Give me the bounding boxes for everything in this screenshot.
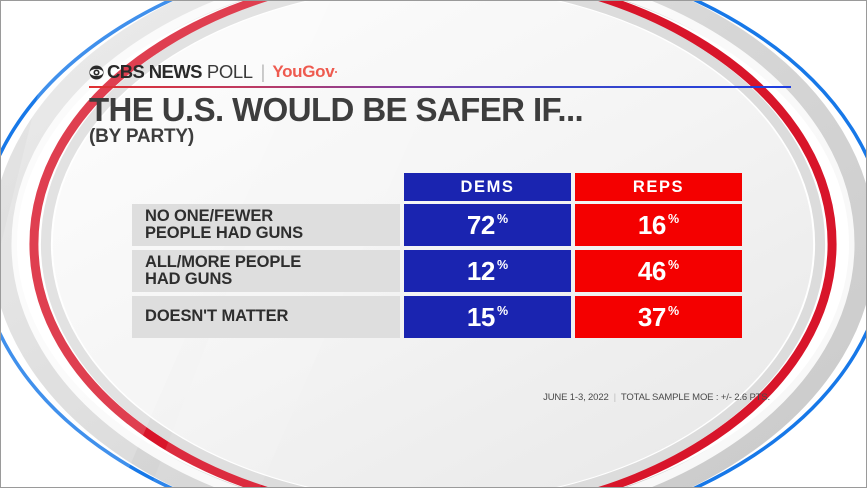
value-rep-row2: 46 % xyxy=(575,250,742,292)
value-rep-row1: 16 % xyxy=(575,204,742,246)
percent-symbol: % xyxy=(668,258,680,272)
table-row: ALL/MORE PEOPLE HAD GUNS 12 % 46 % xyxy=(132,250,742,292)
row-label-line1: DOESN'T MATTER xyxy=(145,307,289,326)
column-header-dems: DEMS xyxy=(404,173,571,201)
value-dem-row3: 15 % xyxy=(404,296,571,338)
brand-separator: | xyxy=(260,61,266,82)
frame-red-arc xyxy=(29,1,837,487)
row-label-doesnt-matter: DOESN'T MATTER xyxy=(132,296,400,338)
value-number: 37 xyxy=(637,302,667,332)
percent-symbol: % xyxy=(497,212,509,226)
yougov-label: YouGov xyxy=(272,62,335,81)
row-label-line1: NO ONE/FEWER xyxy=(145,206,274,225)
percent-symbol: % xyxy=(497,258,509,272)
percent-symbol: % xyxy=(668,304,680,318)
table-row: DOESN'T MATTER 15 % 37 % xyxy=(132,296,742,338)
poll-date: JUNE 1-3, 2022 xyxy=(543,392,609,403)
row-label-no-one-fewer: NO ONE/FEWER PEOPLE HAD GUNS xyxy=(132,204,400,246)
footer-separator: | xyxy=(613,392,617,403)
header-divider xyxy=(89,86,791,88)
table-row: NO ONE/FEWER PEOPLE HAD GUNS 72 % 16 % xyxy=(132,204,742,246)
percent-symbol: % xyxy=(497,304,509,318)
value-number: 72 xyxy=(466,210,496,240)
row-label-line2: HAD GUNS xyxy=(145,270,233,288)
row-label-all-more: ALL/MORE PEOPLE HAD GUNS xyxy=(132,250,400,292)
margin-of-error: TOTAL SAMPLE MOE : +/- 2.6 PTS. xyxy=(620,392,770,403)
row-label-line1: ALL/MORE PEOPLE xyxy=(145,252,302,271)
column-header-reps: REPS xyxy=(575,173,742,201)
page-subtitle: (BY PARTY) xyxy=(89,126,194,147)
table-header-row: DEMS REPS xyxy=(132,173,742,201)
cbs-news-label: CBS NEWS xyxy=(107,61,203,82)
value-number: 15 xyxy=(466,302,496,332)
row-label-line2: PEOPLE HAD GUNS xyxy=(145,224,304,242)
percent-symbol: % xyxy=(668,212,680,226)
poll-results-table: DEMS REPS NO ONE/FEWER PEOPLE HAD GUNS 7… xyxy=(132,173,742,342)
value-rep-row3: 37 % xyxy=(575,296,742,338)
yougov-dot-icon xyxy=(335,71,338,73)
brand-logo-row: CBS NEWS POLL | YouGov xyxy=(89,61,338,83)
value-number: 46 xyxy=(637,256,667,286)
footer-note: JUNE 1-3, 2022 | TOTAL SAMPLE MOE : +/- 2.… xyxy=(543,392,770,403)
poll-label: POLL xyxy=(206,61,253,82)
value-number: 16 xyxy=(637,210,667,240)
value-number: 12 xyxy=(466,256,496,286)
page-title: THE U.S. WOULD BE SAFER IF... xyxy=(89,91,584,128)
header-spacer xyxy=(132,173,404,201)
value-dem-row1: 72 % xyxy=(404,204,571,246)
value-dem-row2: 12 % xyxy=(404,250,571,292)
cbs-eye-icon xyxy=(89,64,104,80)
